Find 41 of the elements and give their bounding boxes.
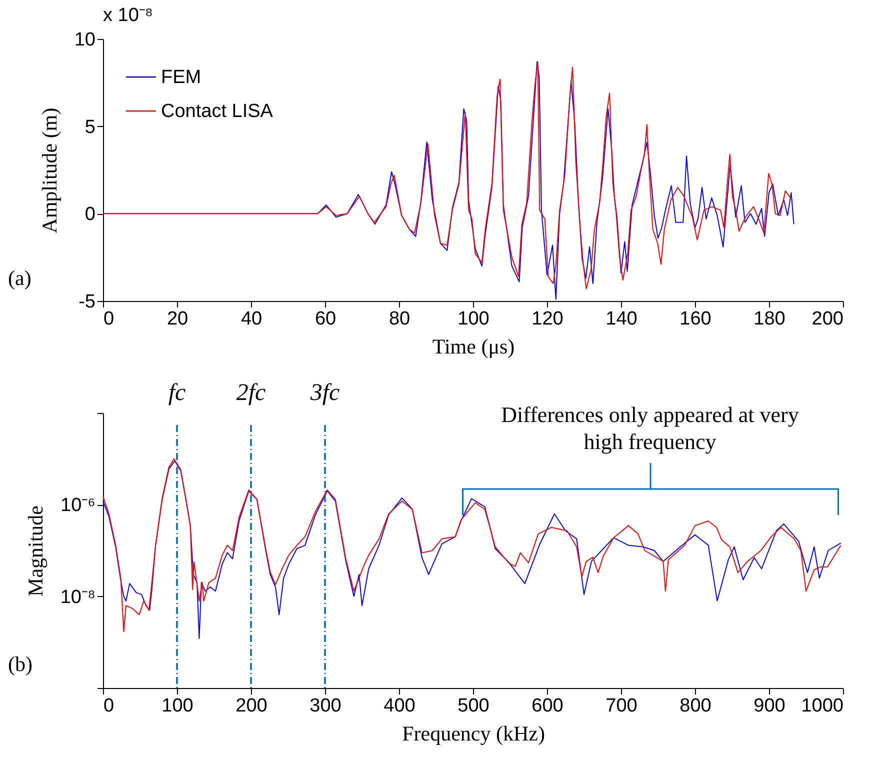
- x-tick-label: 80: [388, 308, 410, 330]
- x-tick-label: 0: [104, 308, 114, 330]
- ref-line-label: 3fc: [309, 380, 340, 406]
- y-tick-label: 10: [74, 30, 96, 50]
- x-tick-label: 100: [162, 696, 194, 716]
- legend-label: Contact LISA: [161, 101, 274, 122]
- text: (b): [8, 652, 32, 676]
- x-tick-label: 600: [532, 696, 564, 716]
- x-tick-label: 20: [166, 308, 188, 330]
- y-tick-label: 5: [84, 116, 96, 138]
- x-axis-title: Frequency (kHz): [402, 722, 545, 746]
- x-tick-label: 900: [754, 696, 786, 716]
- text: x 10⁻⁸: [103, 5, 153, 26]
- x-tick-label: 40: [240, 308, 262, 330]
- legend-label: FEM: [161, 67, 202, 88]
- x-tick-label: 300: [310, 696, 342, 716]
- annotation: Differences only appeared at very high frequency: [501, 402, 799, 454]
- x-tick-label: 100: [458, 308, 490, 330]
- x-tick-label: 180: [754, 308, 786, 330]
- ref-line-label: fc: [168, 380, 186, 406]
- x-tick-label: 60: [314, 308, 336, 330]
- x-tick-label: 200: [236, 696, 268, 716]
- x-tick-label: 500: [458, 696, 490, 716]
- y-tick-label: 0: [84, 204, 96, 226]
- x-tick-label: 140: [606, 308, 638, 330]
- ref-line-label: 2fc: [236, 380, 266, 406]
- x-axis-title: Time (μs): [432, 334, 515, 358]
- x-tick-label: 1000: [801, 696, 844, 716]
- y-tick-label: 10⁻⁶: [60, 495, 96, 516]
- x-tick-label: 0: [104, 696, 114, 716]
- x-tick-label: 120: [532, 308, 564, 330]
- y-tick-label: 10⁻⁸: [60, 586, 96, 608]
- y-tick-label: -5: [78, 292, 96, 312]
- x-tick-label: 800: [680, 696, 712, 716]
- text: (a): [8, 266, 32, 290]
- y-axis-title: Magnitude: [23, 506, 48, 596]
- x-tick-label: 200: [812, 308, 844, 330]
- x-tick-label: 400: [384, 696, 416, 716]
- x-tick-label: 700: [606, 696, 638, 716]
- y-axis-title: Amplitude (m): [37, 108, 62, 234]
- x-tick-label: 160: [680, 308, 712, 330]
